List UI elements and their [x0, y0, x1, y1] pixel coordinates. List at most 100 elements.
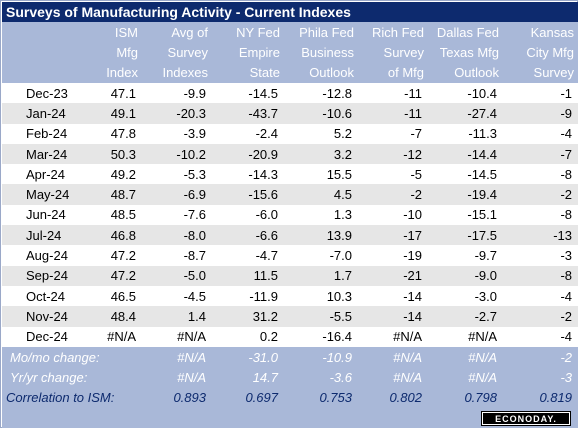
table-cell: -14 — [403, 288, 422, 304]
table-cell: -14.4 — [467, 146, 497, 162]
table-cell: -43.7 — [248, 105, 278, 121]
table-row: Sep-24 47.2 -5.0 11.5 1.7 -21 -9.0 -8 — [2, 265, 578, 286]
yr-yr-change-row: Yr/yr change: #N/A 14.7 -3.6 #N/A #N/A -3 — [2, 367, 578, 388]
table-cell: -16.4 — [322, 329, 352, 345]
table-cell: -8.7 — [183, 248, 206, 264]
row-month: May-24 — [26, 187, 70, 203]
table-cell: 13.9 — [326, 227, 352, 243]
column-header-line — [2, 43, 66, 63]
table-cell: -8.0 — [183, 227, 206, 243]
table-cell: -9 — [560, 105, 572, 121]
table-cell: -19 — [403, 248, 422, 264]
table-row: Mar-24 50.3 -10.2 -20.9 3.2 -12 -14.4 -7 — [2, 143, 578, 165]
column-header-line: Kansas — [530, 25, 574, 40]
summary-cell: -2 — [560, 349, 572, 365]
table-cell: 50.3 — [110, 146, 136, 162]
table-row: Jul-24 46.8 -8.0 -6.6 13.9 -17 -17.5 -13 — [2, 225, 578, 246]
column-header-line: Avg of — [171, 25, 208, 40]
data-rows: Dec-23 47.1 -9.9 -14.5 -12.8 -11 -10.4 -1 Jan-24… — [2, 83, 578, 347]
summary-label: Yr/yr change: — [10, 369, 88, 385]
table-row: May-24 48.7 -6.9 -15.6 4.5 -2 -19.4 -2 — [2, 184, 578, 205]
survey-table: ISM Mfg Index Avg of Survey Indexes NY Fed Empi… — [2, 22, 578, 408]
header-row: ISM Mfg Index Avg of Survey Indexes NY Fed Empi… — [2, 22, 578, 83]
table-row: Dec-23 47.1 -9.9 -14.5 -12.8 -11 -10.4 -1 — [2, 83, 578, 104]
row-month: Aug-24 — [26, 248, 68, 264]
table-cell: -17.5 — [467, 227, 497, 243]
table-cell: -3.0 — [474, 288, 497, 304]
table-cell: 47.1 — [110, 85, 136, 101]
summary-label: Mo/mo change: — [10, 349, 100, 365]
table-cell: -7 — [560, 146, 572, 162]
column-header-line: Survey — [533, 65, 574, 80]
table-cell: -14 — [403, 308, 422, 324]
table-cell: #N/A — [177, 329, 206, 345]
table-cell: -5.0 — [183, 268, 206, 284]
table-cell: -21 — [403, 268, 422, 284]
table-cell: 4.5 — [333, 187, 352, 203]
table-cell: -14.3 — [248, 166, 278, 182]
summary-cell: 0.697 — [245, 390, 278, 406]
table-cell: -7.0 — [329, 248, 352, 264]
column-header-line: Texas Mfg — [439, 45, 499, 60]
summary-cell: -3 — [560, 369, 572, 385]
table-cell: -4 — [560, 288, 572, 304]
column-header-line: Business — [301, 45, 354, 60]
table-cell: 49.2 — [110, 166, 136, 182]
table-cell: -7.6 — [183, 207, 206, 223]
table-cell: -2 — [560, 308, 572, 324]
table-cell: -14.5 — [248, 85, 278, 101]
table-cell: 47.2 — [110, 248, 136, 264]
table-cell: -11 — [404, 105, 422, 121]
table-cell: -5 — [410, 166, 422, 182]
table-cell: #N/A — [107, 329, 136, 345]
summary-cell: #N/A — [468, 349, 497, 365]
table-row: Jan-24 49.1 -20.3 -43.7 -10.6 -11 -27.4 -9 — [2, 103, 578, 124]
row-month: Dec-24 — [26, 329, 68, 345]
column-header: Kansas City Mfg Survey — [503, 22, 578, 83]
table-cell: -10 — [403, 207, 422, 223]
table-cell: -6.9 — [183, 187, 206, 203]
table-cell: -11 — [404, 85, 422, 101]
table-cell: -13 — [553, 227, 572, 243]
table-cell: -4 — [560, 329, 572, 345]
table-row: Oct-24 46.5 -4.5 -11.9 10.3 -14 -3.0 -4 — [2, 285, 578, 307]
table-cell: -20.9 — [248, 146, 278, 162]
table-cell: -2.4 — [255, 126, 278, 142]
column-header-line: Dallas Fed — [436, 25, 499, 40]
table-cell: -4.5 — [183, 288, 206, 304]
column-header: NY Fed Empire State — [212, 22, 284, 83]
table-cell: 47.8 — [110, 126, 136, 142]
column-header-line: Survey — [383, 45, 424, 60]
table-row: Jun-24 48.5 -7.6 -6.0 1.3 -10 -15.1 -8 — [2, 204, 578, 226]
summary-cell: -31.0 — [248, 349, 278, 365]
summary-rows: Mo/mo change: #N/A -31.0 -10.9 #N/A #N/A -2 Yr… — [2, 346, 578, 408]
table-cell: -12 — [403, 146, 422, 162]
table-cell: 47.2 — [110, 268, 136, 284]
column-header-line: Outlook — [309, 65, 354, 80]
table-cell: -11.9 — [249, 288, 278, 304]
summary-cell: 0.819 — [539, 390, 572, 406]
column-header-line: Empire — [238, 45, 280, 60]
table-cell: #N/A — [468, 329, 497, 345]
table-row: Apr-24 49.2 -5.3 -14.3 15.5 -5 -14.5 -8 — [2, 164, 578, 185]
summary-cell: 0.893 — [173, 390, 206, 406]
summary-cell: #N/A — [393, 369, 422, 385]
row-month: Apr-24 — [26, 166, 66, 182]
table-cell: -2 — [410, 187, 422, 203]
column-header-line: Rich Fed — [371, 25, 424, 40]
table-row: Feb-24 47.8 -3.9 -2.4 5.2 -7 -11.3 -4 — [2, 123, 578, 144]
column-header: Phila Fed Business Outlook — [284, 22, 358, 83]
table-cell: -9.7 — [474, 248, 497, 264]
table-cell: 1.4 — [187, 308, 206, 324]
table-cell: 48.4 — [110, 308, 136, 324]
table-row: Nov-24 48.4 1.4 31.2 -5.5 -14 -2.7 -2 — [2, 306, 578, 327]
table-cell: 46.5 — [110, 288, 136, 304]
row-month: Dec-23 — [26, 85, 68, 101]
table-cell: -2 — [560, 187, 572, 203]
table-cell: 1.3 — [333, 207, 352, 223]
table-cell: -4 — [560, 126, 572, 142]
summary-cell: -10.9 — [322, 349, 352, 365]
table-cell: -27.4 — [467, 105, 497, 121]
table-cell: -15.1 — [467, 207, 497, 223]
correlation-row: Correlation to ISM: 0.893 0.697 0.753 0.802 0… — [2, 387, 578, 408]
